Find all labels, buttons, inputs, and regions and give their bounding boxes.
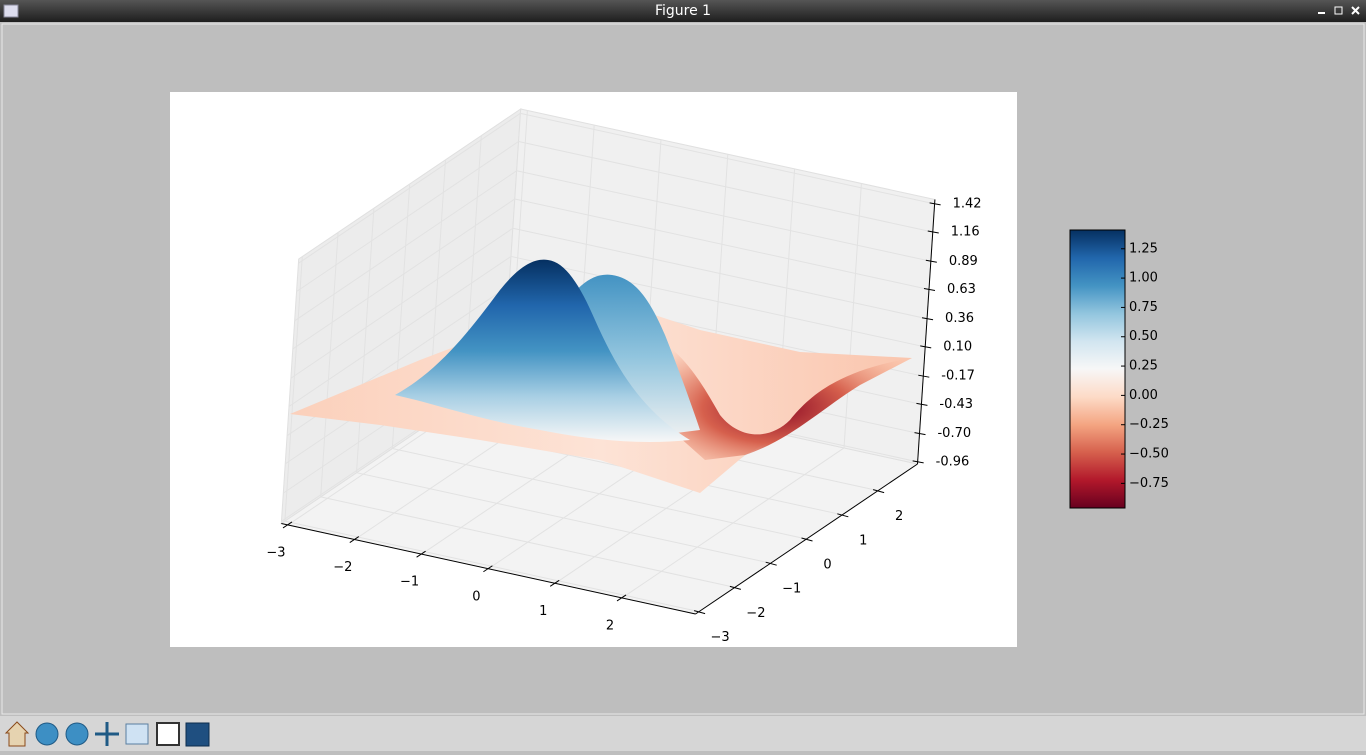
- x-tick-label: 1: [539, 604, 547, 619]
- forward-button[interactable]: [65, 722, 89, 746]
- z-tick-label: -0.96: [936, 454, 970, 469]
- grid-line: [298, 112, 521, 264]
- y-tick-label: −3: [710, 630, 729, 645]
- z-tick-label: 1.16: [951, 225, 980, 240]
- y-tick-label: −1: [782, 582, 801, 597]
- title-bar: [0, 0, 1366, 22]
- window-icon[interactable]: [3, 4, 19, 18]
- colorbar-tick-label: −0.25: [1129, 417, 1169, 432]
- y-tick-label: −2: [746, 606, 765, 621]
- grid-line: [392, 448, 807, 540]
- x-tick: [416, 550, 426, 558]
- axes: −3 −2 −1 0 1 2 −3 −2 −1 0 1 2 1.42 1.16 0.89 0.63 0.36 0.…: [266, 196, 981, 645]
- colorbar-tick-label: 0.25: [1129, 359, 1158, 374]
- z-tick: [918, 374, 930, 378]
- y-tick-label: 2: [895, 509, 903, 524]
- y-tick: [837, 513, 849, 518]
- z-tick: [929, 202, 941, 206]
- z-tick: [925, 259, 937, 263]
- grid-line: [296, 141, 519, 292]
- z-tick-label: 1.42: [953, 196, 982, 211]
- z-tick: [914, 432, 926, 436]
- toolbar-buttons: [4, 721, 210, 747]
- grid-line: [292, 198, 516, 350]
- x-tick: [349, 536, 360, 543]
- back-button[interactable]: [35, 722, 59, 746]
- x-tick: [616, 594, 627, 602]
- grid-line: [520, 112, 935, 205]
- colorbar-tick-label: 0.50: [1129, 329, 1158, 344]
- surface-peak: [395, 259, 690, 442]
- y-tick: [693, 610, 706, 615]
- colorbar: 1.25 1.00 0.75 0.50 0.25 0.00 −0.25 −0.50 −0.75: [1069, 229, 1169, 509]
- x-tick-label: −1: [400, 575, 419, 590]
- grid-line: [510, 255, 926, 348]
- grid-line: [320, 496, 735, 588]
- colorbar-tick-label: −0.50: [1129, 447, 1169, 462]
- window-controls: [1318, 6, 1360, 15]
- colorbar-tick-label: 0.75: [1129, 300, 1158, 315]
- surface-trough: [640, 330, 912, 460]
- y-tick: [872, 489, 885, 494]
- z-tick-label: 0.63: [947, 282, 976, 297]
- x-tick-label: 0: [472, 589, 480, 604]
- colorbar-tick-label: 0.00: [1129, 388, 1158, 403]
- grid-line: [320, 232, 339, 497]
- grid-line: [512, 227, 928, 320]
- colorbar-tick-label: 1.25: [1129, 241, 1158, 256]
- save-button[interactable]: [185, 722, 210, 747]
- x-tick: [549, 579, 560, 587]
- x-tick-label: −3: [266, 545, 285, 560]
- y-tick-label: 0: [823, 558, 831, 573]
- z-tick: [921, 317, 934, 321]
- subplots-button[interactable]: [156, 722, 180, 746]
- x-tick: [282, 521, 293, 529]
- z-tick-label: 0.36: [945, 311, 974, 326]
- grid-line: [518, 141, 933, 233]
- grid-line: [514, 198, 930, 290]
- grid-line: [290, 227, 514, 379]
- z-tick: [912, 460, 924, 464]
- z-tick: [916, 402, 928, 406]
- maximize-button[interactable]: [1334, 6, 1343, 15]
- colorbar-tick-label: 1.00: [1129, 271, 1158, 286]
- configure-button[interactable]: [125, 723, 149, 745]
- surface: [290, 259, 912, 493]
- z-tick-label: 0.10: [943, 339, 972, 354]
- x-tick-label: 2: [606, 618, 614, 633]
- window-title: Figure 1: [655, 3, 711, 19]
- grid-line: [284, 256, 303, 522]
- grid-line: [294, 170, 517, 322]
- close-button[interactable]: [1351, 6, 1360, 15]
- toolbar: [0, 716, 1366, 751]
- y-tick: [729, 585, 742, 590]
- grid-line: [288, 256, 512, 407]
- z-tick-label: -0.43: [939, 397, 973, 412]
- z-tick: [923, 287, 936, 291]
- axis-line: [917, 199, 936, 465]
- grid-line: [843, 183, 862, 448]
- z-tick: [927, 230, 939, 234]
- z-tick-label: -0.70: [937, 426, 971, 441]
- x-tick: [483, 565, 493, 573]
- y-tick: [765, 561, 777, 566]
- grid-line: [355, 208, 375, 473]
- home-button[interactable]: [4, 721, 30, 747]
- y-tick-label: 1: [859, 533, 867, 548]
- minimize-button[interactable]: [1318, 12, 1325, 14]
- grid-line: [516, 170, 931, 262]
- z-tick-label: -0.17: [941, 369, 975, 384]
- z-tick-label: 0.89: [949, 254, 978, 269]
- x-tick-label: −2: [333, 560, 352, 575]
- pan-button[interactable]: [95, 722, 119, 746]
- colorbar-gradient: [1069, 229, 1126, 509]
- colorbar-tick-label: −0.75: [1129, 476, 1169, 491]
- grid-line: [356, 472, 771, 564]
- y-tick: [801, 537, 813, 542]
- z-tick: [920, 345, 932, 349]
